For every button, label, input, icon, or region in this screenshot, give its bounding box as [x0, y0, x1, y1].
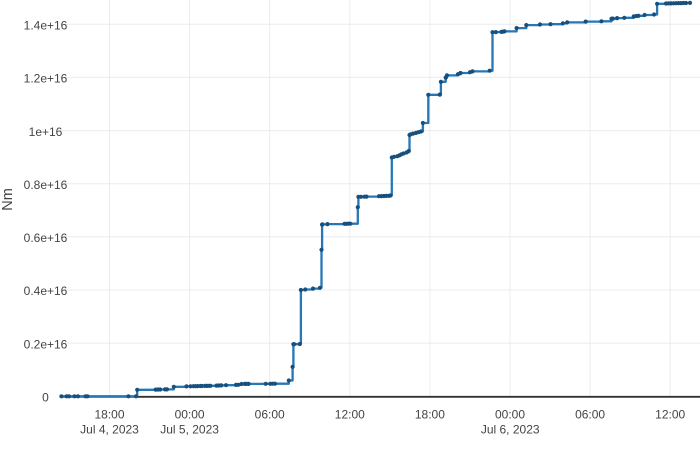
- svg-text:06:00: 06:00: [575, 407, 605, 421]
- svg-text:0: 0: [42, 390, 49, 404]
- svg-text:06:00: 06:00: [255, 407, 285, 421]
- svg-text:0.2e+16: 0.2e+16: [24, 337, 68, 351]
- svg-text:1e+16: 1e+16: [29, 125, 63, 139]
- svg-text:00:00: 00:00: [495, 407, 525, 421]
- svg-text:0.6e+16: 0.6e+16: [24, 231, 68, 245]
- svg-text:0.8e+16: 0.8e+16: [24, 178, 68, 192]
- svg-text:1.2e+16: 1.2e+16: [24, 72, 68, 86]
- svg-text:Jul 4, 2023: Jul 4, 2023: [80, 422, 139, 436]
- svg-text:18:00: 18:00: [415, 407, 445, 421]
- svg-text:18:00: 18:00: [94, 407, 124, 421]
- svg-text:12:00: 12:00: [655, 407, 685, 421]
- svg-text:Nm: Nm: [0, 188, 16, 211]
- svg-text:1.4e+16: 1.4e+16: [24, 19, 68, 33]
- svg-text:Jul 5, 2023: Jul 5, 2023: [160, 422, 219, 436]
- svg-text:00:00: 00:00: [175, 407, 205, 421]
- svg-text:Jul 6, 2023: Jul 6, 2023: [481, 422, 540, 436]
- svg-text:12:00: 12:00: [335, 407, 365, 421]
- svg-text:0.4e+16: 0.4e+16: [24, 284, 68, 298]
